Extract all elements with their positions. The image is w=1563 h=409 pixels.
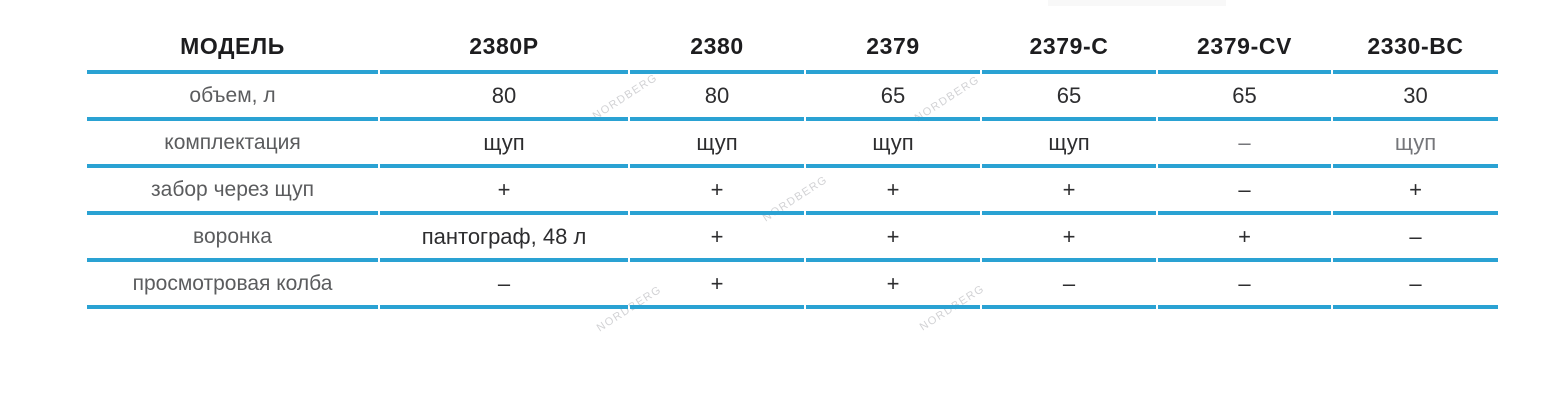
table-cell: 80: [380, 74, 628, 121]
table-cell: 80: [630, 74, 804, 121]
table-row-dipstick-drain: забор через щуп + + + + – +: [87, 168, 1498, 215]
table-cell: –: [380, 262, 628, 309]
table-cell: +: [380, 168, 628, 215]
table-cell: щуп: [806, 121, 980, 168]
table-cell: –: [982, 262, 1156, 309]
column-header-2380p: 2380P: [380, 22, 628, 74]
table-cell: +: [630, 215, 804, 262]
row-label-volume: объем, л: [87, 74, 378, 121]
column-header-model: МОДЕЛЬ: [87, 22, 378, 74]
table-cell: +: [982, 215, 1156, 262]
table-cell: +: [630, 262, 804, 309]
table-cell: щуп: [982, 121, 1156, 168]
table-cell: –: [1333, 215, 1498, 262]
table-cell: +: [1333, 168, 1498, 215]
top-cropped-element: [1048, 0, 1226, 6]
table-cell: 65: [982, 74, 1156, 121]
table-cell: +: [806, 262, 980, 309]
table-cell: +: [806, 168, 980, 215]
table-cell: пантограф, 48 л: [380, 215, 628, 262]
table-cell: щуп: [380, 121, 628, 168]
table-cell: 65: [806, 74, 980, 121]
column-header-2379: 2379: [806, 22, 980, 74]
row-label-inspection-flask: просмотровая колба: [87, 262, 378, 309]
table-cell: щуп: [630, 121, 804, 168]
row-label-equipment: комплектация: [87, 121, 378, 168]
spec-comparison-table: МОДЕЛЬ 2380P 2380 2379 2379-C 2379-CV 23…: [85, 22, 1500, 309]
table-row-equipment: комплектация щуп щуп щуп щуп – щуп: [87, 121, 1498, 168]
column-header-2379-cv: 2379-CV: [1158, 22, 1331, 74]
table-cell: +: [1158, 215, 1331, 262]
table-header-row: МОДЕЛЬ 2380P 2380 2379 2379-C 2379-CV 23…: [87, 22, 1498, 74]
table-row-volume: объем, л 80 80 65 65 65 30: [87, 74, 1498, 121]
column-header-2379-c: 2379-C: [982, 22, 1156, 74]
table-cell: 30: [1333, 74, 1498, 121]
row-label-funnel: воронка: [87, 215, 378, 262]
table-cell: +: [806, 215, 980, 262]
table-cell: –: [1333, 262, 1498, 309]
column-header-2380: 2380: [630, 22, 804, 74]
table-cell: –: [1158, 121, 1331, 168]
column-header-2330-bc: 2330-BC: [1333, 22, 1498, 74]
table-cell: +: [630, 168, 804, 215]
table-row-funnel: воронка пантограф, 48 л + + + + –: [87, 215, 1498, 262]
table-cell: 65: [1158, 74, 1331, 121]
table-cell: –: [1158, 262, 1331, 309]
table-cell: –: [1158, 168, 1331, 215]
row-label-dipstick-drain: забор через щуп: [87, 168, 378, 215]
table-cell: щуп: [1333, 121, 1498, 168]
table-row-inspection-flask: просмотровая колба – + + – – –: [87, 262, 1498, 309]
table-cell: +: [982, 168, 1156, 215]
